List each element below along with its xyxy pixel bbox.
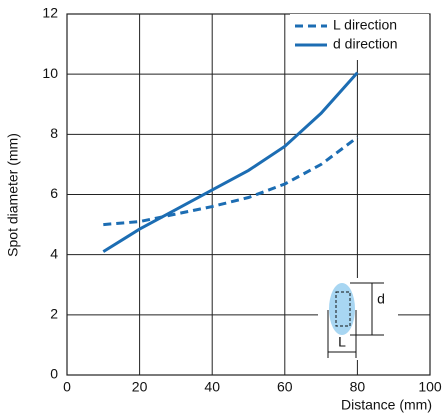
y-tick-label: 0	[50, 366, 58, 382]
y-tick-label: 10	[42, 65, 58, 81]
y-axis-label: Spot diameter (mm)	[5, 133, 21, 257]
data-line	[102, 71, 359, 253]
legend-label: d direction	[333, 36, 398, 52]
y-tick-label: 4	[50, 245, 58, 261]
x-tick-label: 100	[418, 379, 442, 395]
annotation: d	[377, 291, 385, 307]
legend-bg	[290, 14, 429, 60]
annotation: L	[338, 334, 346, 350]
x-tick-label: 60	[277, 379, 293, 395]
y-tick-label: 8	[50, 125, 58, 141]
y-tick-label: 2	[50, 306, 58, 322]
x-tick-label: 0	[63, 379, 71, 395]
spot-ellipse	[329, 283, 355, 335]
x-axis-label: Distance (mm)	[341, 397, 432, 413]
legend-label: L direction	[333, 17, 397, 33]
spot-box	[335, 291, 351, 327]
x-tick-label: 20	[132, 379, 148, 395]
x-tick-label: 40	[204, 379, 220, 395]
y-tick-label: 6	[50, 185, 58, 201]
x-tick-label: 80	[350, 379, 366, 395]
y-tick-label: 12	[42, 5, 58, 21]
data-line	[103, 136, 359, 227]
plot-frame	[66, 13, 431, 376]
